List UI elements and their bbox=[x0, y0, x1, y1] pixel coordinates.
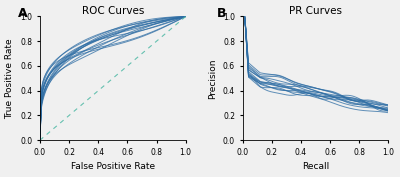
Y-axis label: Precision: Precision bbox=[208, 58, 217, 99]
Title: PR Curves: PR Curves bbox=[289, 6, 342, 16]
X-axis label: False Positive Rate: False Positive Rate bbox=[71, 162, 155, 172]
Title: ROC Curves: ROC Curves bbox=[82, 6, 144, 16]
Text: A: A bbox=[18, 7, 28, 19]
Text: B: B bbox=[216, 7, 226, 19]
Y-axis label: True Positive Rate: True Positive Rate bbox=[6, 38, 14, 119]
X-axis label: Recall: Recall bbox=[302, 162, 329, 172]
